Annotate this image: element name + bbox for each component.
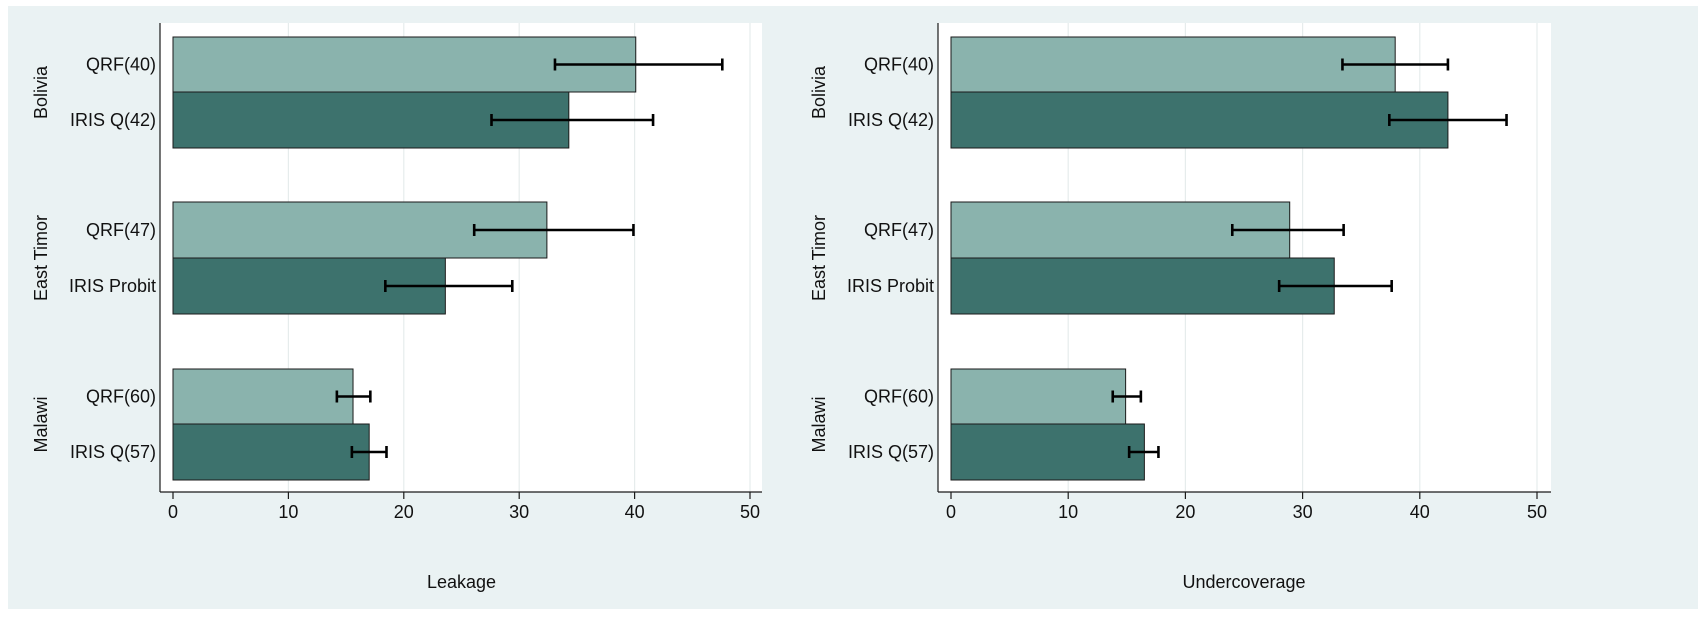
x-tick-label: 10	[1058, 502, 1078, 522]
x-tick-label: 30	[1293, 502, 1313, 522]
x-axis-title: Undercoverage	[1182, 572, 1305, 592]
bar-label: IRIS Q(57)	[848, 442, 934, 462]
bar	[950, 368, 1127, 425]
x-tick-label: 20	[394, 502, 414, 522]
x-tick-label: 0	[168, 502, 178, 522]
bar-label: QRF(47)	[864, 220, 934, 240]
x-tick-label: 50	[740, 502, 760, 522]
bar-label: QRF(40)	[864, 55, 934, 75]
x-tick-label: 50	[1527, 502, 1547, 522]
bar-label: QRF(40)	[86, 55, 156, 75]
bar-label: IRIS Probit	[847, 276, 934, 296]
group-label: Bolivia	[809, 65, 829, 119]
bar	[172, 423, 370, 481]
x-tick-label: 40	[1410, 502, 1430, 522]
group-label: East Timor	[31, 215, 51, 301]
x-tick-label: 40	[625, 502, 645, 522]
bar-label: IRIS Probit	[69, 276, 156, 296]
bar-label: IRIS Q(42)	[848, 110, 934, 130]
group-label: Malawi	[31, 396, 51, 452]
chart-panel-2: QRF(40) IRIS Q(42) Bolivia QRF(47) IRIS Prob…	[809, 23, 1551, 592]
bar-label: QRF(60)	[86, 387, 156, 407]
bar	[950, 423, 1145, 481]
x-tick-label: 20	[1175, 502, 1195, 522]
bar	[950, 91, 1449, 149]
chart-panel-1: QRF(40) IRIS Q(42) Bolivia QRF(47) IRIS Prob…	[31, 23, 762, 592]
bar	[950, 257, 1335, 315]
x-axis-title: Leakage	[427, 572, 496, 592]
bar	[172, 368, 354, 425]
bar-label: IRIS Q(57)	[70, 442, 156, 462]
group-label: East Timor	[809, 215, 829, 301]
bar-label: QRF(47)	[86, 220, 156, 240]
x-tick-label: 10	[278, 502, 298, 522]
bar-label: QRF(60)	[864, 387, 934, 407]
bar-label: IRIS Q(42)	[70, 110, 156, 130]
group-label: Bolivia	[31, 65, 51, 119]
x-tick-label: 0	[946, 502, 956, 522]
bar	[950, 36, 1396, 93]
x-tick-label: 30	[509, 502, 529, 522]
group-label: Malawi	[809, 396, 829, 452]
